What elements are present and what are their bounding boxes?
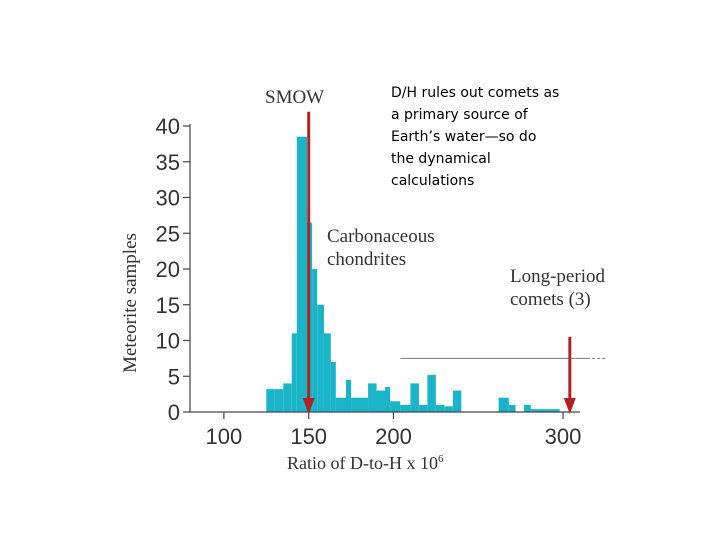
y-tick-label-40: 40 [156,114,180,139]
note-line-5: calculations [391,173,475,189]
x-tick-label-200: 200 [375,424,412,449]
histogram-bar-23 [444,406,453,412]
histogram-bar-21 [427,374,436,412]
histogram-bar-8 [317,304,324,412]
y-tick-label-0: 0 [168,400,180,425]
carbonaceous-label-line-1: Carbonaceous [327,226,435,247]
comets-arrow-head [563,398,576,414]
histogram-bar-22 [435,404,445,412]
comets-label-line-1: Long-period [510,266,605,287]
histogram-bar-10 [330,361,336,412]
smow-arrow-head [302,398,315,414]
histogram-bar-2 [274,389,284,412]
annotation-note: D/H rules out comets as a primary source… [391,82,581,192]
histogram-bar-9 [323,333,331,412]
histogram-bar-24 [452,390,462,412]
histogram-bar-27 [524,404,531,412]
marker-arrows [302,111,576,414]
histogram-bar-14 [368,383,377,412]
y-tick-label-35: 35 [156,150,180,175]
x-tick-label-300: 300 [545,424,582,449]
y-tick-label-5: 5 [168,364,180,389]
histogram-bar-25 [498,397,509,412]
axes: 0 5 10 15 20 25 30 35 40 100 150 200 300 [156,114,582,449]
histogram-bar-5 [296,136,307,412]
y-tick-label-25: 25 [156,221,180,246]
histogram-bar-15 [376,390,385,412]
histogram-bar-18 [400,404,411,412]
histogram-bar-28 [530,409,560,412]
y-tick-label-20: 20 [156,257,180,282]
x-tick-label-100: 100 [206,424,243,449]
histogram-bar-13 [351,397,369,412]
histogram-bar-26 [508,404,516,412]
smow-label: SMOW [265,87,324,108]
histogram-bar-7 [312,269,318,412]
histogram-bar-20 [418,404,428,412]
histogram-bar-17 [390,401,401,412]
y-tick-label-10: 10 [156,329,180,354]
histogram-bar-3 [283,383,292,412]
histogram-bar-11 [335,397,346,412]
note-line-2: a primary source of [391,107,528,123]
histogram-bar-4 [291,333,297,412]
y-tick-label-30: 30 [156,186,180,211]
y-axis-label: Meteorite samples [120,233,141,373]
y-tick-label-15: 15 [156,293,180,318]
histogram-bar-16 [385,386,391,412]
histogram-bar-1 [266,389,275,412]
comets-label-line-2: comets (3) [510,289,591,310]
carbonaceous-label-line-2: chondrites [327,249,406,270]
note-line-4: the dynamical [391,151,491,167]
histogram-bar-19 [410,383,419,412]
x-axis-label-superscript: 6 [438,453,444,465]
note-line-3: Earth’s water—so do [391,129,537,145]
x-tick-label-150: 150 [290,424,327,449]
x-axis-label: Ratio of D-to-H x 106 [287,453,444,473]
histogram-bar-12 [346,379,352,412]
note-line-1: D/H rules out comets as [391,85,560,101]
